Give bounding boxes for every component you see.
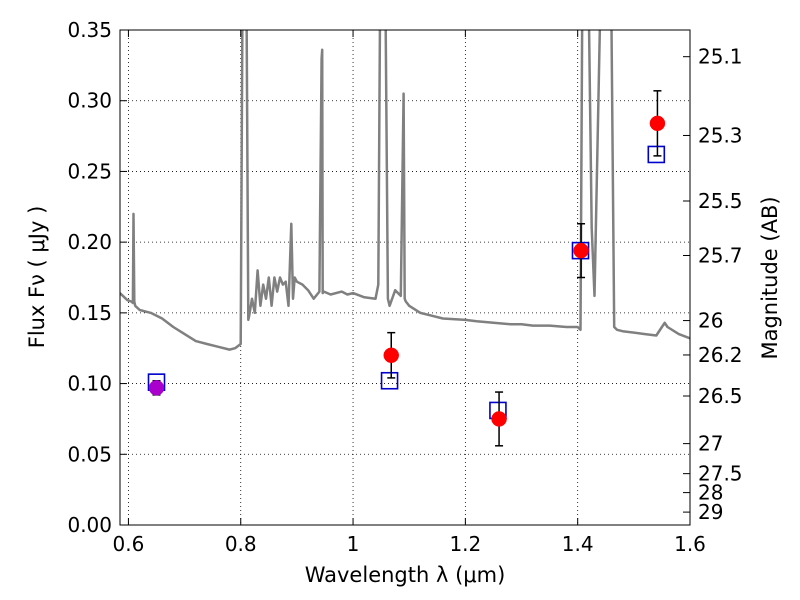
- y2-tick-label: 27.5: [698, 462, 743, 486]
- observed-point: [573, 242, 589, 259]
- photometry-points: [147, 90, 666, 447]
- x-tick-label: 1.6: [674, 532, 706, 556]
- y-tick-label: 0.05: [67, 442, 112, 466]
- y-tick-label: 0.20: [67, 230, 112, 254]
- y-axis-title: Flux Fν ( μJy ): [25, 206, 49, 349]
- y2-tick-label: 25.3: [698, 123, 743, 147]
- y2-tick-label: 26.2: [698, 343, 743, 367]
- axis-ticks: 0.6 0.8 1 1.2 1.4 1.6 0.00 0.05 0.10 0.15 0.20 0.25…: [67, 18, 742, 556]
- y2-tick-label: 25.1: [698, 45, 743, 69]
- spectrum-series: [120, 30, 690, 351]
- y2-tick-label: 28: [698, 481, 723, 505]
- y-tick-label: 0.10: [67, 372, 112, 396]
- y2-tick-label: 25.7: [698, 244, 743, 268]
- observed-point: [383, 347, 399, 364]
- y2-tick-label: 26: [698, 309, 723, 333]
- x-tick-label: 1.2: [449, 532, 481, 556]
- y-tick-label: 0.30: [67, 89, 112, 113]
- y2-axis-title: Magnitude (AB): [758, 196, 782, 359]
- x-tick-label: 0.6: [113, 532, 145, 556]
- y-tick-label: 0.15: [67, 301, 112, 325]
- model-point: [380, 371, 399, 390]
- x-tick-label: 1.4: [562, 532, 594, 556]
- observed-point: [148, 380, 165, 396]
- y2-tick-label: 27: [698, 432, 723, 456]
- y-tick-label: 0.25: [67, 159, 112, 183]
- observed-point: [491, 411, 507, 427]
- y2-tick-label: 29: [698, 500, 723, 524]
- x-tick-label: 0.8: [225, 532, 257, 556]
- y-tick-label: 0.00: [67, 513, 112, 537]
- plot-frame: [119, 29, 691, 526]
- y2-tick-label: 25.5: [698, 189, 743, 213]
- x-axis-title: Wavelength λ (μm): [305, 563, 506, 587]
- x-tick-label: 1: [347, 532, 360, 556]
- model-point: [647, 145, 666, 164]
- y2-tick-label: 26.5: [698, 384, 743, 408]
- observed-point: [649, 115, 666, 132]
- y-tick-label: 0.35: [67, 18, 112, 42]
- spectrum-line: [120, 30, 690, 351]
